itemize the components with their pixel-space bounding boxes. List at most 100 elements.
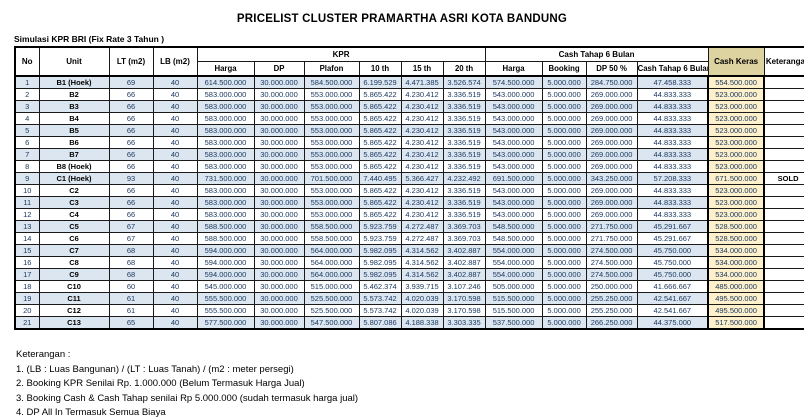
keterangan-cell [763,160,804,173]
kpr-10th-cell: 5.865.422 [358,136,402,149]
no-cell: 8 [14,160,40,173]
lt-cell: 66 [108,148,154,161]
kpr-harga-cell: 583.000.000 [196,160,255,173]
kpr-dp-cell: 30.000.000 [253,124,305,137]
no-cell: 15 [14,244,40,257]
group-header-cash-tahap: Cash Tahap 6 Bulan [484,46,709,62]
kpr-15th-cell: 4.272.487 [400,232,444,245]
unit-cell: C8 [38,256,110,269]
col-header-lt: LT (m2) [108,46,154,77]
kpr-plafon-cell: 584.500.000 [303,75,360,89]
cash-harga-cell: 554.000.000 [484,244,543,257]
cash-keras-cell: 523.000.000 [707,148,766,161]
unit-cell: C4 [38,208,110,221]
table-row: 12 C4 66 40 583.000.000 30.000.000 553.000.000… [14,208,804,221]
kpr-harga-cell: 594.000.000 [196,268,255,281]
keterangan-cell [763,280,804,293]
col-header-kpr-15th: 15 th [400,61,444,77]
kpr-15th-cell: 4.230.412 [400,124,444,137]
lt-cell: 67 [108,220,154,233]
keterangan-cell [763,232,804,245]
table-row: 17 C9 68 40 594.000.000 30.000.000 564.000.000… [14,268,804,281]
cash-dp50-cell: 269.000.000 [585,112,638,125]
kpr-10th-cell: 5.865.422 [358,88,402,101]
kpr-dp-cell: 30.000.000 [253,292,305,305]
kpr-plafon-cell: 553.000.000 [303,160,360,173]
cash-dp50-cell: 284.750.000 [585,75,638,89]
keterangan-cell [763,112,804,125]
cash-keras-cell: 528.500.000 [707,232,766,245]
cash-tahap6-cell: 44.833.333 [636,136,709,149]
table-row: 2 B2 66 40 583.000.000 30.000.000 553.000.000 5… [14,88,804,101]
lt-cell: 67 [108,232,154,245]
col-header-kpr-plafon: Plafon [303,61,360,77]
cash-keras-cell: 534.000.000 [707,256,766,269]
cash-harga-cell: 543.000.000 [484,100,543,113]
kpr-20th-cell: 3.402.887 [442,244,486,257]
cash-tahap6-cell: 44.833.333 [636,184,709,197]
no-cell: 17 [14,268,40,281]
kpr-15th-cell: 4.230.412 [400,148,444,161]
kpr-harga-cell: 614.500.000 [196,75,255,89]
kpr-plafon-cell: 515.000.000 [303,280,360,293]
cash-booking-cell: 5.000.000 [541,220,587,233]
keterangan-cell [763,256,804,269]
cash-dp50-cell: 255.250.000 [585,292,638,305]
unit-cell: B1 (Hoek) [38,75,110,89]
kpr-10th-cell: 5.923.759 [358,232,402,245]
unit-cell: B8 (Hoek) [38,160,110,173]
cash-harga-cell: 543.000.000 [484,136,543,149]
cash-keras-cell: 523.000.000 [707,100,766,113]
lt-cell: 68 [108,256,154,269]
kpr-dp-cell: 30.000.000 [253,100,305,113]
table-row: 14 C6 67 40 588.500.000 30.000.000 558.500.000… [14,232,804,245]
pricelist-table-body: 1 B1 (Hoek) 69 40 614.500.000 30.000.000 584.5… [14,75,804,330]
cash-keras-cell: 523.000.000 [707,136,766,149]
keterangan-cell [763,196,804,209]
unit-cell: C2 [38,184,110,197]
no-cell: 1 [14,75,40,89]
lt-cell: 60 [108,280,154,293]
kpr-10th-cell: 5.865.422 [358,148,402,161]
cash-harga-cell: 548.500.000 [484,220,543,233]
kpr-dp-cell: 30.000.000 [253,316,305,330]
kpr-10th-cell: 5.865.422 [358,196,402,209]
kpr-20th-cell: 3.336.519 [442,124,486,137]
unit-cell: C5 [38,220,110,233]
kpr-dp-cell: 30.000.000 [253,75,305,89]
kpr-plafon-cell: 553.000.000 [303,136,360,149]
kpr-plafon-cell: 553.000.000 [303,184,360,197]
unit-cell: B7 [38,148,110,161]
kpr-15th-cell: 4.188.338 [400,316,444,330]
lb-cell: 40 [152,220,198,233]
kpr-20th-cell: 3.336.519 [442,208,486,221]
cash-keras-cell: 495.500.000 [707,304,766,317]
cash-dp50-cell: 274.500.000 [585,268,638,281]
lb-cell: 40 [152,184,198,197]
cash-booking-cell: 5.000.000 [541,112,587,125]
keterangan-cell [763,100,804,113]
cash-harga-cell: 543.000.000 [484,208,543,221]
col-header-kpr-dp: DP [253,61,305,77]
cash-booking-cell: 5.000.000 [541,268,587,281]
lt-cell: 65 [108,316,154,330]
cash-dp50-cell: 269.000.000 [585,148,638,161]
kpr-dp-cell: 30.000.000 [253,304,305,317]
simulation-label: Simulasi KPR BRI (Fix Rate 3 Tahun ) [14,34,165,44]
keterangan-cell [763,244,804,257]
table-row: 10 C2 66 40 583.000.000 30.000.000 553.000.000… [14,184,804,197]
lt-cell: 66 [108,100,154,113]
kpr-harga-cell: 583.000.000 [196,124,255,137]
kpr-20th-cell: 3.336.519 [442,136,486,149]
kpr-15th-cell: 4.314.562 [400,268,444,281]
kpr-20th-cell: 3.336.519 [442,196,486,209]
kpr-dp-cell: 30.000.000 [253,112,305,125]
cash-harga-cell: 543.000.000 [484,160,543,173]
kpr-15th-cell: 4.230.412 [400,160,444,173]
unit-cell: C7 [38,244,110,257]
cash-harga-cell: 543.000.000 [484,112,543,125]
kpr-10th-cell: 5.982.095 [358,268,402,281]
kpr-15th-cell: 5.366.427 [400,172,444,185]
kpr-harga-cell: 588.500.000 [196,220,255,233]
no-cell: 9 [14,172,40,185]
